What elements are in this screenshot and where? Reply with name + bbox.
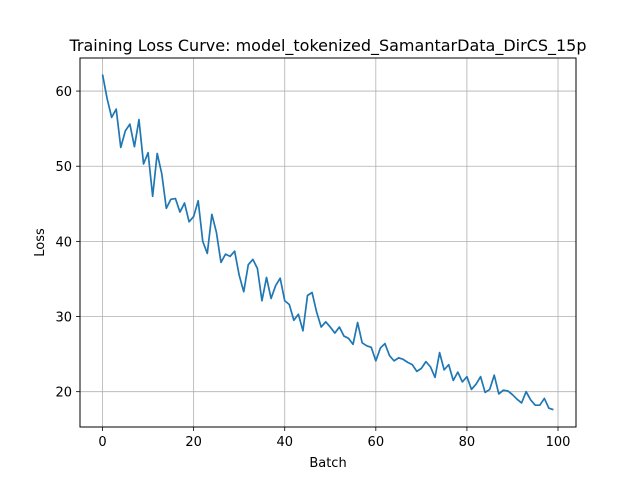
x-tick-label: 80: [459, 435, 476, 450]
x-tick-label: 100: [546, 435, 571, 450]
y-tick-label: 30: [55, 311, 72, 326]
y-tick-label: 50: [55, 160, 72, 175]
x-ticks: 0 20 40 60 80 100: [98, 427, 570, 450]
grid-layer: [80, 58, 576, 427]
series-layer: [101, 74, 554, 411]
y-tick-label: 40: [55, 235, 72, 250]
chart-title: Training Loss Curve: model_tokenized_Sam…: [68, 36, 586, 56]
x-axis-label: Batch: [309, 456, 346, 471]
plot-frame: [79, 57, 577, 428]
x-tick-label: 60: [368, 435, 385, 450]
loss-series-line: [101, 74, 554, 411]
x-tick-label: 0: [98, 435, 106, 450]
y-tick-label: 60: [55, 85, 72, 100]
y-ticks: 20 30 40 50 60: [55, 85, 80, 401]
y-axis-label: Loss: [33, 228, 48, 257]
x-tick-label: 40: [276, 435, 293, 450]
x-tick-label: 20: [185, 435, 202, 450]
y-tick-label: 20: [55, 386, 72, 401]
